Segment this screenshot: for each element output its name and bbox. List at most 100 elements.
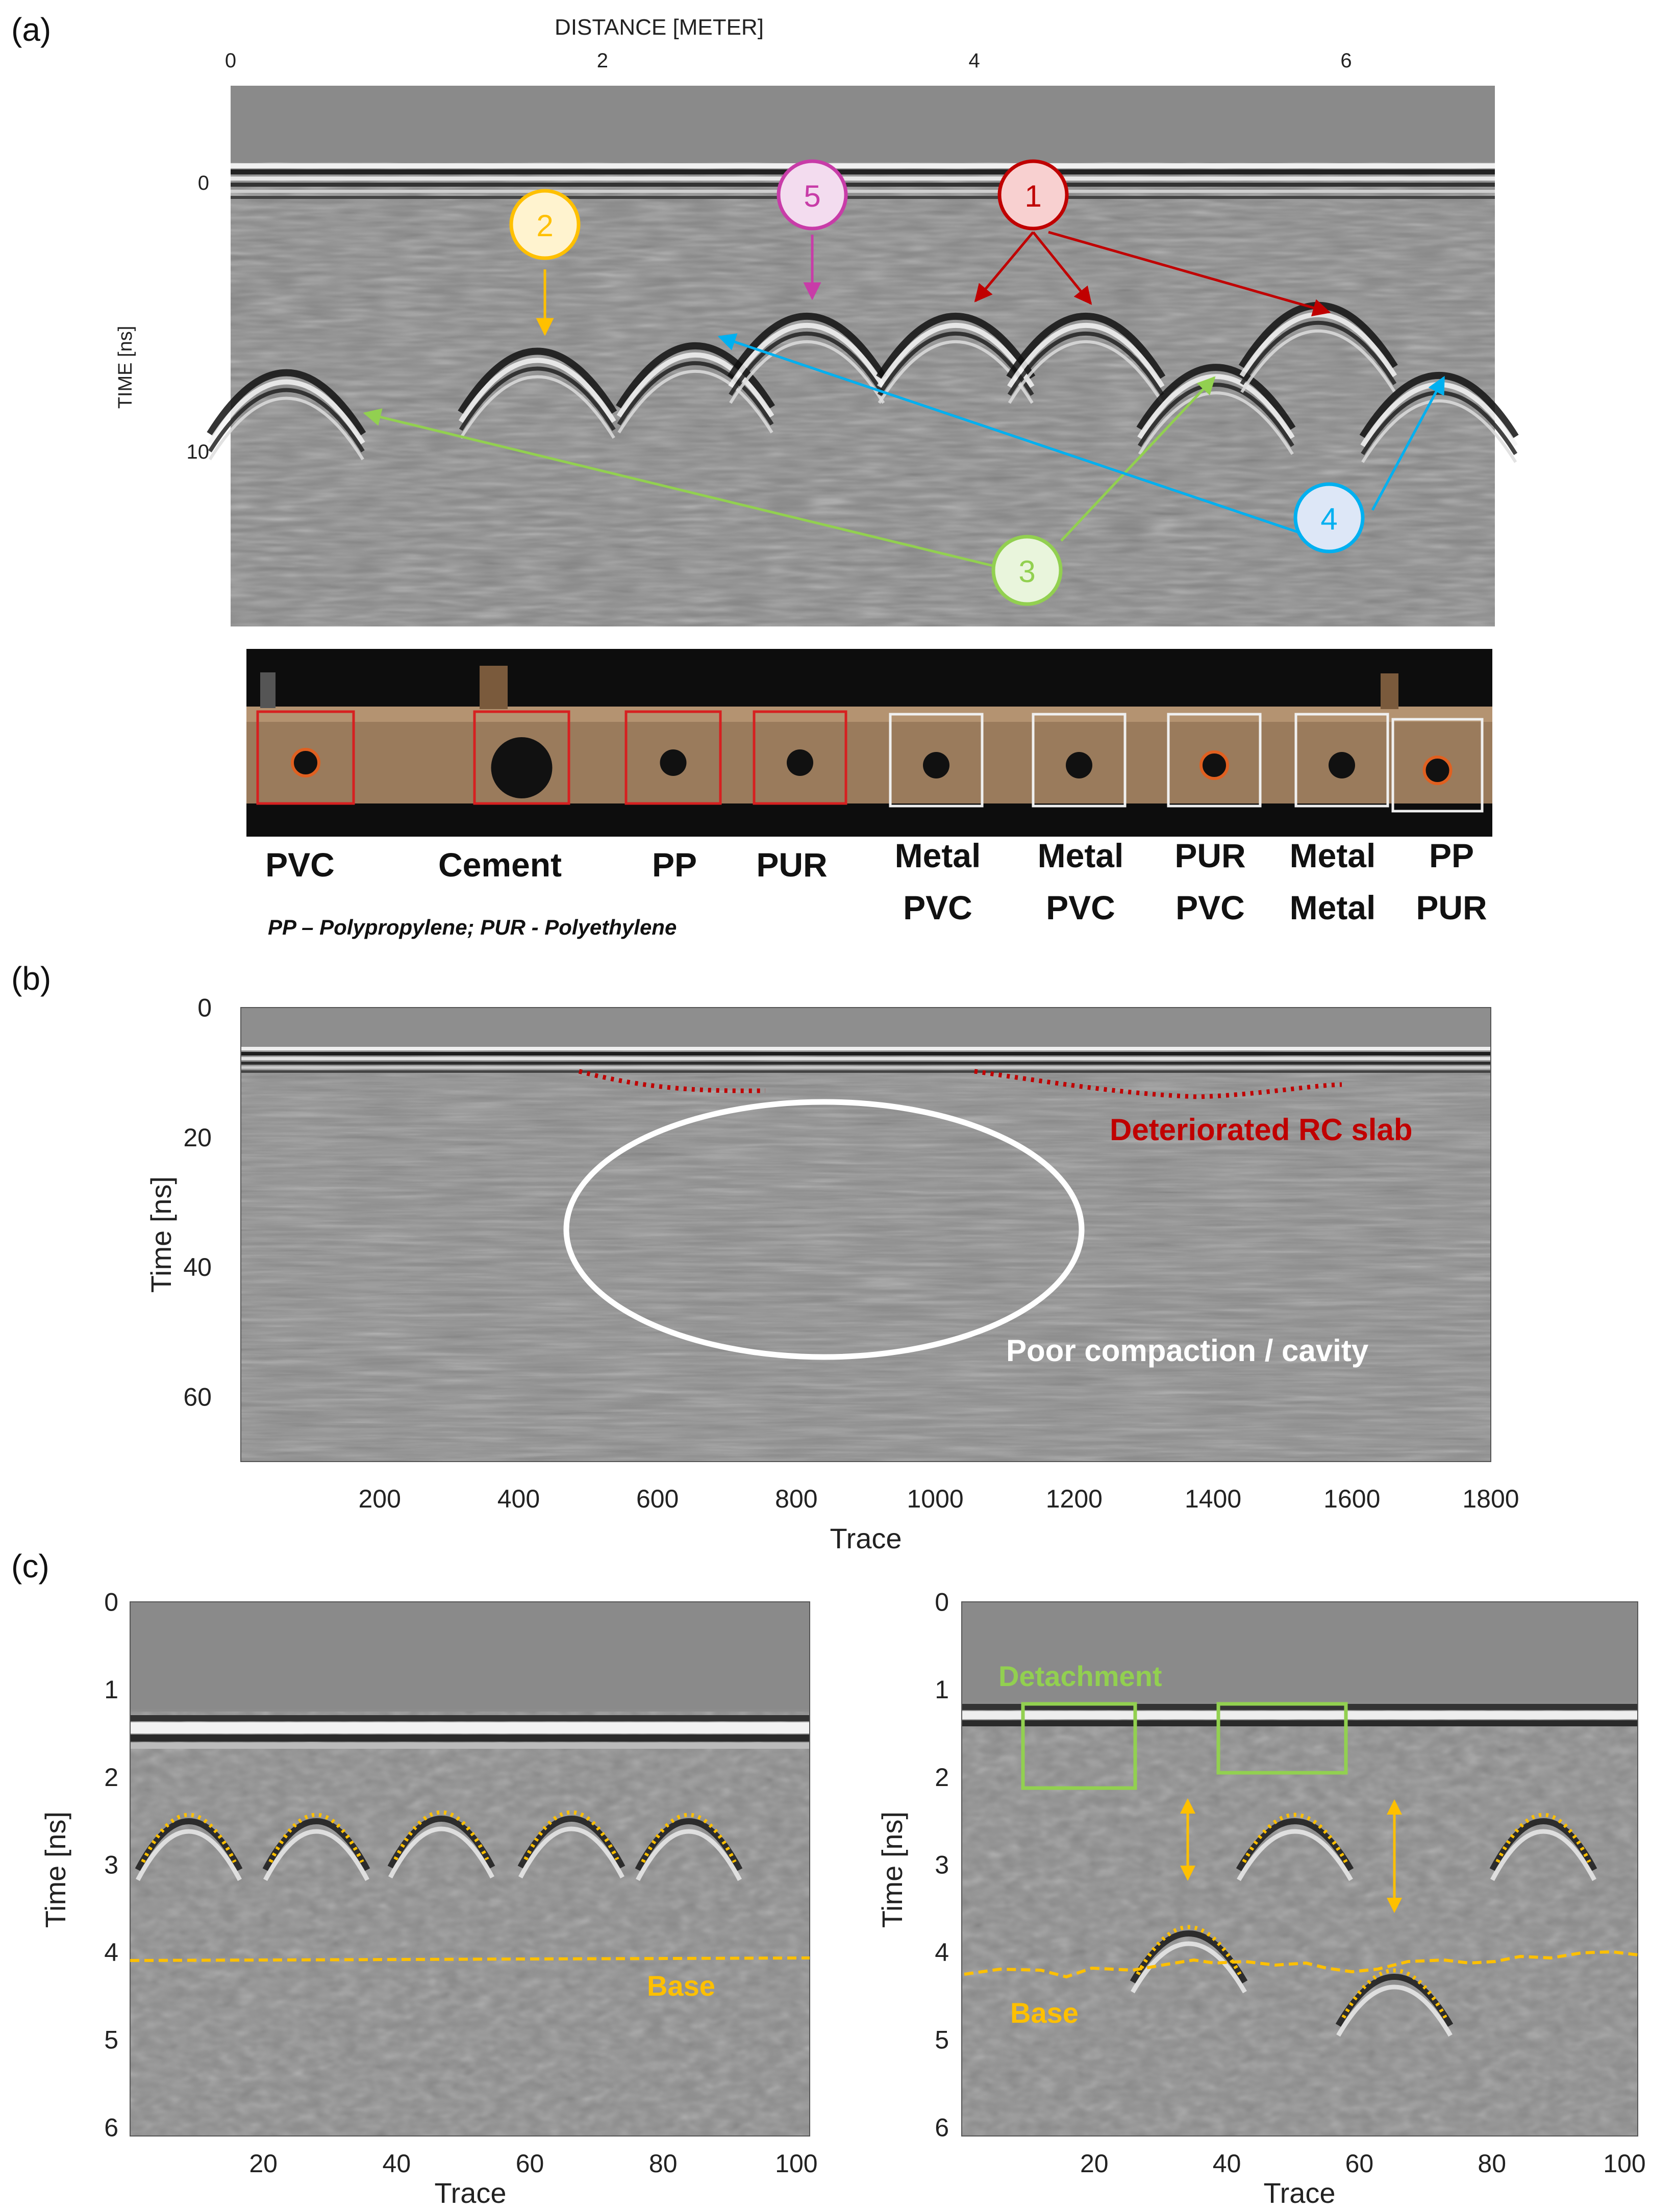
material-label-5-line2: PVC: [1046, 889, 1115, 926]
callout-4: 4: [1293, 482, 1365, 554]
hyperbola-4: [876, 312, 1036, 404]
base-label-right: Base: [1010, 1997, 1079, 2029]
panel-b-y-tick-1: 20: [183, 1123, 212, 1152]
panel-b-x-tick-5: 1200: [1046, 1485, 1103, 1513]
panel-c-right-ylabel: Time [ns]: [876, 1812, 908, 1928]
hyperbola-2: [616, 342, 775, 434]
panel-c-left-x-tick-4: 100: [775, 2149, 817, 2178]
panel-b-y-tick-3: 60: [183, 1382, 212, 1411]
material-label-7-line2: Metal: [1290, 889, 1376, 926]
callout-3: 3: [991, 535, 1063, 606]
hyperbola-1: [458, 347, 617, 439]
deteriorated-slab-line-2: [974, 1069, 1342, 1099]
deteriorated-label: Deteriorated RC slab: [1110, 1113, 1413, 1147]
hyperbola-0: [207, 369, 366, 461]
panel-c-left-hyperbola-0: [135, 1813, 243, 1881]
panel-c-right-y-tick-4: 4: [935, 1938, 949, 1967]
panel-c-left-y-tick-0: 0: [104, 1588, 118, 1617]
panel-c-left-x-tick-2: 60: [516, 2149, 544, 2178]
panel-c-right-y-tick-3: 3: [935, 1850, 949, 1879]
material-label-2-line1: PP: [652, 846, 697, 884]
panel-c-left-hyperbola-2: [387, 1810, 495, 1879]
footnote: PP – Polypropylene; PUR - Polyethylene: [268, 915, 677, 939]
panel-b-x-tick-7: 1600: [1323, 1485, 1380, 1513]
panel-c-right-x-tick-0: 20: [1080, 2149, 1109, 2178]
panel-c-right-x-tick-2: 60: [1345, 2149, 1374, 2178]
cavity-label: Poor compaction / cavity: [1006, 1334, 1369, 1368]
panel-b-x-ticks: 200 400 600 800 1000 1200 1400 1600 1800: [359, 1485, 1519, 1513]
panel-b-y-tick-2: 40: [183, 1253, 212, 1281]
panel-b-radargram: [240, 1007, 1491, 1462]
panel-a-x-tick-1: 2: [597, 49, 608, 72]
material-label-6-line1: PUR: [1174, 837, 1245, 874]
panel-c-left-y-tick-6: 6: [104, 2113, 118, 2142]
svg-text:5: 5: [804, 179, 820, 213]
base-label-left: Base: [647, 1970, 715, 2002]
panel-c-right-hyperbola-1: [1236, 1813, 1354, 1881]
panel-a-y-tick-0: 0: [198, 172, 209, 194]
panel-a-x-ticks: 0 2 4 6: [225, 49, 1352, 72]
panel-a-y-tick-1: 10: [187, 441, 210, 463]
panel-a-xlabel: DISTANCE [METER]: [555, 15, 764, 40]
panel-b-xlabel: Trace: [830, 1522, 902, 1554]
panel-c-right-hyperbolas: [1130, 1813, 1597, 2037]
material-label-7-line1: Metal: [1290, 837, 1376, 874]
panel-c-right-y-tick-1: 1: [935, 1675, 949, 1704]
panel-c-left-radargram: [130, 1601, 810, 2136]
panel-c-right-hyperbola-0: [1130, 1925, 1248, 1994]
panel-a-label: (a): [11, 11, 51, 48]
panel-a-x-tick-0: 0: [225, 49, 236, 72]
panel-a-y-ticks: 0 10: [187, 172, 210, 463]
panel-c-right-xlabel: Trace: [1263, 2177, 1335, 2209]
hyperbola-5: [1006, 312, 1166, 404]
panel-c-left-y-ticks: 0 1 2 3 4 5 6: [104, 1588, 118, 2142]
panel-c-right-y-ticks: 0 1 2 3 4 5 6: [935, 1588, 949, 2142]
panel-a-callout-arrows: [363, 231, 1445, 568]
panel-c-right-hyperbola-3: [1489, 1813, 1597, 1881]
material-label-1-line1: Cement: [438, 846, 562, 884]
panel-b-ylabel: Time [ns]: [145, 1176, 177, 1293]
panel-c-left-x-tick-1: 40: [383, 2149, 411, 2178]
panel-c-left-x-tick-0: 20: [249, 2149, 278, 2178]
panel-c-right-x-tick-4: 100: [1603, 2149, 1645, 2178]
material-label-6-line2: PVC: [1175, 889, 1245, 926]
hyperbola-6: [1136, 364, 1296, 455]
material-label-8-line2: PUR: [1416, 889, 1487, 926]
specimen-box-0: [256, 710, 355, 805]
panel-c-left-x-tick-3: 80: [649, 2149, 678, 2178]
detachment-box-1: [1021, 1702, 1137, 1790]
panel-b-x-tick-6: 1400: [1185, 1485, 1241, 1513]
callout-1: 1: [997, 159, 1069, 231]
material-label-5-line1: Metal: [1038, 837, 1124, 874]
panel-c-right-x-ticks: 20 40 60 80 100: [1080, 2149, 1646, 2178]
panel-c-left-ylabel: Time [ns]: [39, 1812, 71, 1928]
panel-c-right-y-tick-5: 5: [935, 2026, 949, 2054]
panel-c-left-y-tick-2: 2: [104, 1763, 118, 1792]
panel-c-right-x-tick-3: 80: [1478, 2149, 1506, 2178]
panel-c-left-y-tick-4: 4: [104, 1938, 118, 1967]
panel-c-right-y-tick-6: 6: [935, 2113, 949, 2142]
callout-2: 2: [509, 189, 581, 260]
specimen-box-2: [624, 710, 722, 805]
material-label-4-line1: Metal: [895, 837, 981, 874]
panel-c-left-y-tick-5: 5: [104, 2026, 118, 2054]
panel-c-left-x-ticks: 20 40 60 80 100: [249, 2149, 817, 2178]
material-label-8-line1: PP: [1429, 837, 1474, 874]
panel-c-left-hyperbola-4: [635, 1813, 743, 1881]
panel-b-x-tick-2: 600: [636, 1485, 679, 1513]
material-label-4-line2: PVC: [903, 889, 972, 926]
callout-5: 5: [777, 159, 848, 231]
panel-b-x-tick-0: 200: [359, 1485, 401, 1513]
panel-a-hyperbolas: [207, 301, 1519, 463]
panel-c-left-hyperbola-1: [262, 1813, 370, 1881]
cavity-ellipse: [563, 1099, 1085, 1360]
panel-c-right-radargram: [961, 1601, 1638, 2136]
specimen-box-4: [889, 713, 984, 808]
material-label-0-line1: PVC: [265, 846, 335, 884]
panel-b-x-tick-1: 400: [497, 1485, 540, 1513]
panel-b-y-tick-0: 0: [197, 994, 212, 1022]
panel-c-right-hyperbola-2: [1335, 1968, 1454, 2037]
panel-c-left-y-tick-1: 1: [104, 1675, 118, 1704]
detachment-box-2: [1216, 1702, 1348, 1775]
specimen-box-1: [473, 710, 570, 805]
